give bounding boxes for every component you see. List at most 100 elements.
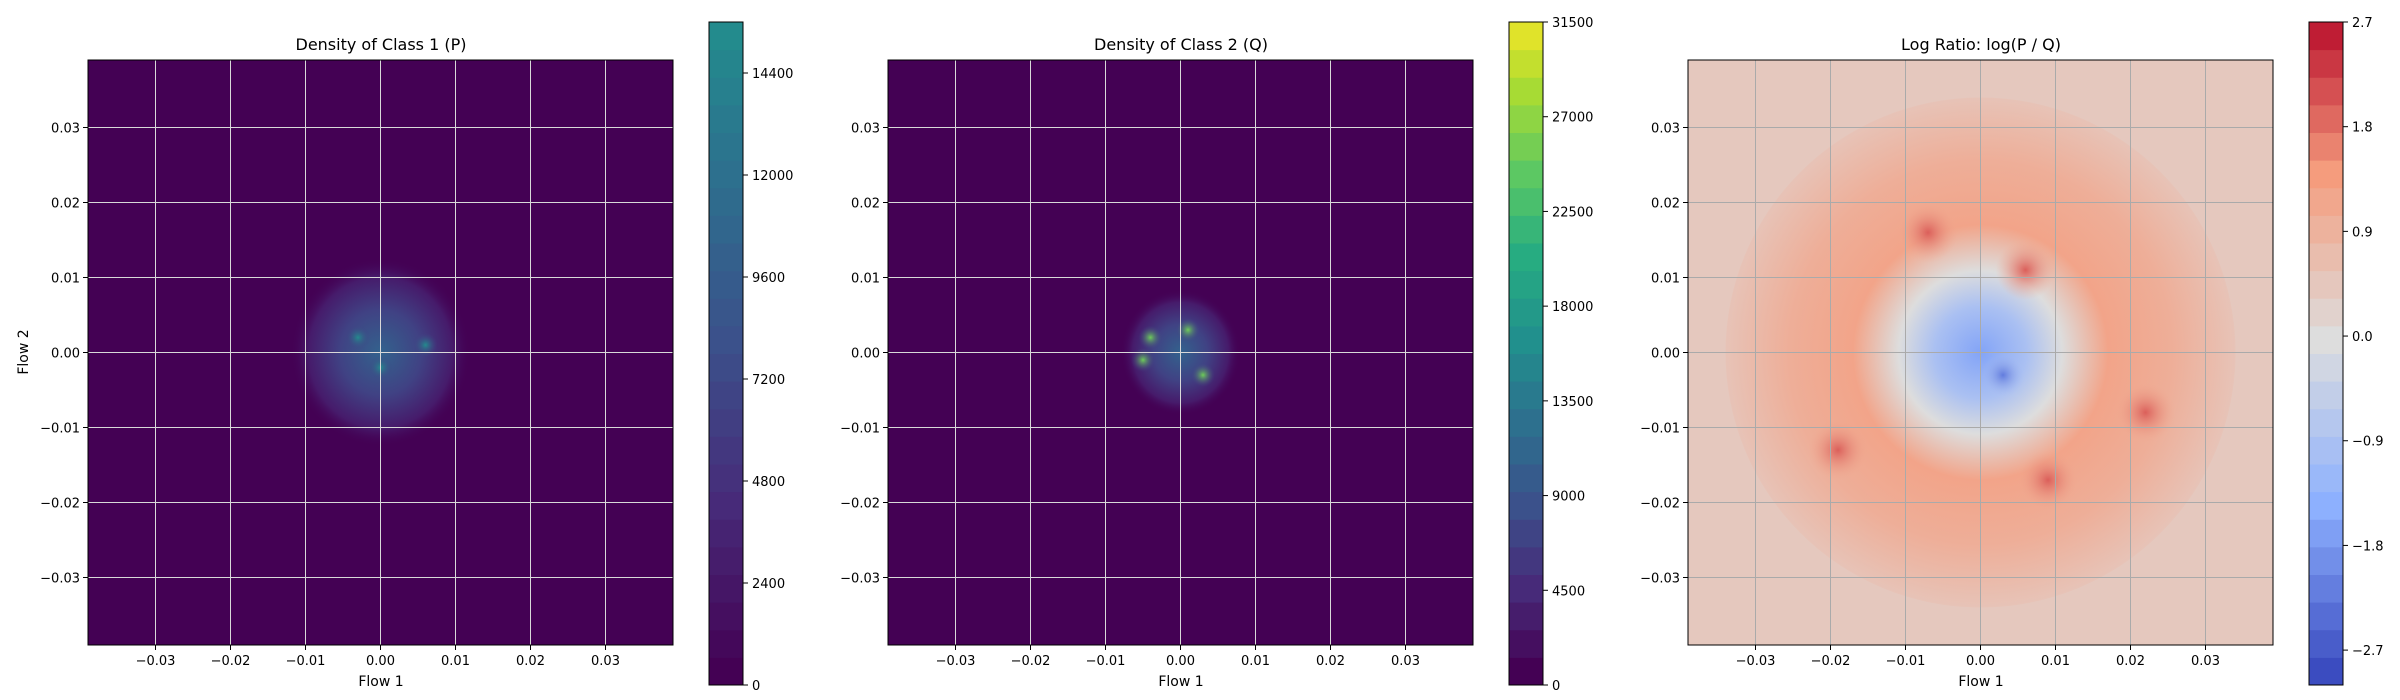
ratio-hotspot — [1808, 420, 1868, 480]
colorbar-tick-label: 0 — [752, 679, 760, 694]
y-tick-label: 0.03 — [851, 122, 880, 137]
colorbar-segment — [709, 519, 743, 548]
colorbar-segment — [2309, 49, 2343, 78]
density-peak — [1131, 348, 1155, 372]
colorbar: 14400 12000 9600 7200 4800 2400 0 — [708, 21, 793, 694]
x-tick-label: −0.01 — [1086, 654, 1126, 669]
x-axis-label: Flow 1 — [358, 674, 403, 690]
x-tick-label: 0.02 — [1316, 654, 1345, 669]
y-tick-label: −0.03 — [1640, 572, 1680, 587]
ratio-hotspot — [2115, 382, 2176, 443]
colorbar-segment — [2309, 270, 2343, 299]
density-peak — [1176, 318, 1200, 342]
y-tick-label: −0.01 — [1640, 422, 1680, 437]
colorbar-segment — [1509, 408, 1543, 437]
colorbar-segment — [2309, 353, 2343, 382]
y-tick-label: 0.00 — [1651, 347, 1680, 362]
x-tick-label: 0.02 — [516, 654, 545, 669]
x-axis-label: Flow 1 — [1958, 674, 2003, 690]
colorbar-segment — [2309, 243, 2343, 272]
x-tick-label: 0.02 — [2116, 654, 2145, 669]
colorbar-segment — [709, 546, 743, 575]
colorbar-segment — [1509, 132, 1543, 161]
colorbar-segment — [2309, 519, 2343, 548]
colorbar-segment — [2309, 132, 2343, 161]
colorbar-segment — [2309, 436, 2343, 465]
y-tick-label: −0.03 — [840, 572, 880, 587]
colorbar-tick-label: −1.8 — [2352, 539, 2384, 554]
colorbar-segment — [1509, 602, 1543, 631]
colorbar-segment — [709, 104, 743, 133]
colorbar-segment — [709, 602, 743, 631]
colorbar-segment — [709, 160, 743, 189]
colorbar-segment — [2309, 629, 2343, 658]
x-tick-label: 0.03 — [1391, 654, 1420, 669]
colorbar-segment — [1509, 325, 1543, 354]
colorbar-segment — [709, 353, 743, 382]
colorbar-segment — [2309, 381, 2343, 410]
colorbar-tick-label: −2.7 — [2352, 644, 2384, 659]
colorbar-segment — [709, 574, 743, 603]
colorbar-tick-label: 2400 — [752, 577, 785, 592]
colorbar-segment — [1509, 104, 1543, 133]
colorbar-tick-label: 27000 — [1552, 111, 1593, 126]
y-tick-label: 0.03 — [1651, 122, 1680, 137]
y-tick-label: 0.00 — [851, 347, 880, 362]
colorbar-segment — [2309, 464, 2343, 493]
colorbar-frame — [1508, 21, 1544, 686]
colorbar-segment — [709, 657, 743, 686]
panel-class1-density: Density of Class 1 (P) −0.03 −0.02 −0.01 0.… — [16, 21, 793, 694]
x-tick-label: −0.02 — [1011, 654, 1051, 669]
x-tick-label: −0.03 — [936, 654, 976, 669]
colorbar-segment — [2309, 325, 2343, 354]
y-tick-label: −0.02 — [1640, 497, 1680, 512]
colorbar-segment — [2309, 22, 2343, 51]
colorbar-segment — [1509, 353, 1543, 382]
colorbar-segment — [709, 298, 743, 327]
colorbar-tick-label: −0.9 — [2352, 435, 2384, 450]
colorbar-segment — [2309, 657, 2343, 686]
panel-title: Density of Class 1 (P) — [296, 35, 467, 54]
colorbar-segment — [1509, 381, 1543, 410]
y-tick-label: 0.01 — [851, 272, 880, 287]
colorbar-tick-label: 0.9 — [2352, 225, 2373, 240]
colorbar-frame — [2308, 21, 2344, 686]
colorbar-segment — [709, 187, 743, 216]
colorbar-segment — [1509, 215, 1543, 244]
colorbar-tick-label: 13500 — [1552, 395, 1593, 410]
x-tick-label: 0.03 — [2191, 654, 2220, 669]
colorbar-tick-label: 9000 — [1552, 490, 1585, 505]
colorbar-segment — [1509, 77, 1543, 106]
x-tick-label: 0.00 — [1166, 654, 1195, 669]
colorbar-tick-label: 1.8 — [2352, 121, 2373, 136]
colorbar-segment — [2309, 574, 2343, 603]
density-peak — [1138, 325, 1163, 350]
colorbar-segment — [1509, 298, 1543, 327]
colorbar-segment — [709, 464, 743, 493]
x-tick-label: 0.01 — [441, 654, 470, 669]
x-tick-label: −0.02 — [211, 654, 251, 669]
ratio-coldspot — [1981, 353, 2025, 397]
colorbar-segment — [1509, 464, 1543, 493]
colorbar-tick-label: 18000 — [1552, 300, 1593, 315]
colorbar-segment — [1509, 519, 1543, 548]
colorbar-tick-label: 4500 — [1552, 584, 1585, 599]
colorbar-segment — [1509, 49, 1543, 78]
density-peak — [346, 325, 370, 350]
panel-title: Log Ratio: log(P / Q) — [1901, 35, 2061, 54]
colorbar-segment — [1509, 657, 1543, 686]
colorbar-segment — [1509, 436, 1543, 465]
x-tick-label: 0.00 — [1966, 654, 1995, 669]
colorbar-segment — [1509, 491, 1543, 520]
colorbar-segment — [2309, 602, 2343, 631]
colorbar-segment — [1509, 546, 1543, 575]
colorbar-segment — [1509, 160, 1543, 189]
x-tick-label: −0.01 — [286, 654, 326, 669]
colorbar-segment — [2309, 187, 2343, 216]
colorbar: 31500 27000 22500 18000 13500 9000 4500 0 — [1508, 16, 1593, 694]
colorbar-segment — [2309, 77, 2343, 106]
y-tick-label: 0.01 — [1651, 272, 1680, 287]
colorbar-segment — [1509, 270, 1543, 299]
colorbar-tick-label: 31500 — [1552, 16, 1593, 31]
colorbar-segment — [1509, 22, 1543, 51]
